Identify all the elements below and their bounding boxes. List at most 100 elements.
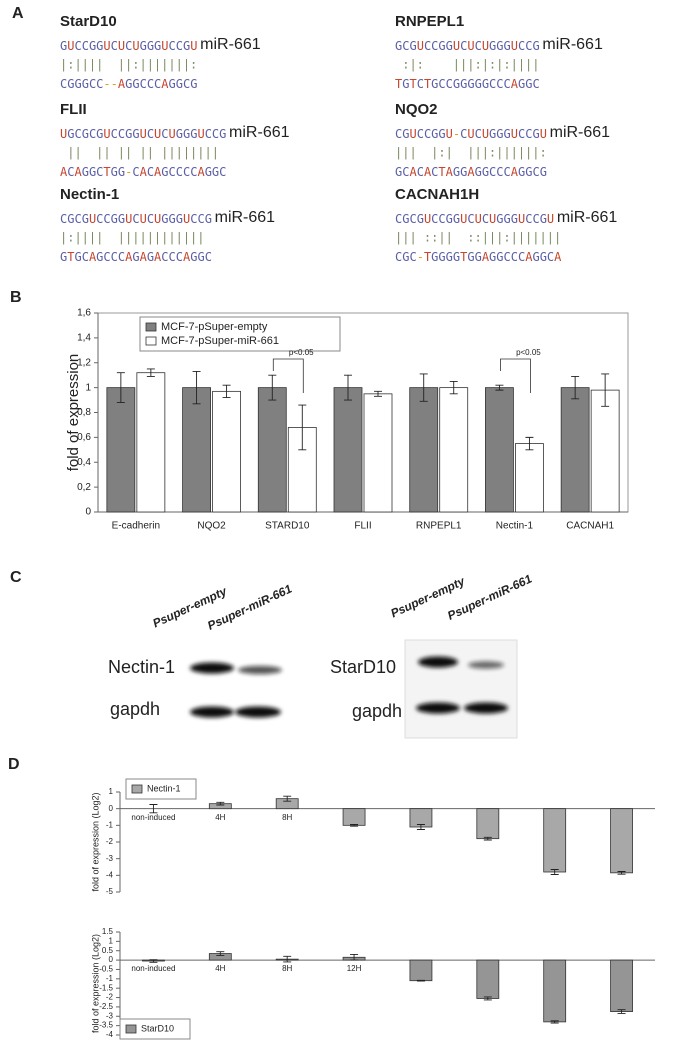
blot-band bbox=[418, 656, 458, 668]
pairing: |:|||| ||:|||||||: bbox=[60, 58, 197, 72]
nucleotide: A bbox=[197, 165, 205, 179]
nucleotide: C bbox=[103, 212, 110, 226]
nucleotide: A bbox=[118, 77, 126, 91]
nucleotide: T bbox=[395, 77, 402, 91]
bar bbox=[590, 389, 620, 513]
panel-label: B bbox=[10, 289, 22, 306]
significance-bracket bbox=[500, 358, 531, 393]
target-sequence: GCACACTAGGAGGCCCAGGCG bbox=[395, 165, 547, 179]
nucleotide: U bbox=[103, 39, 110, 53]
nucleotide: G bbox=[118, 165, 125, 179]
nucleotide: T bbox=[424, 250, 431, 264]
nucleotide: G bbox=[518, 165, 525, 179]
nucleotide: G bbox=[161, 165, 168, 179]
error-bar bbox=[617, 1009, 626, 1014]
nucleotide: G bbox=[82, 127, 89, 141]
gene-title: CACNAH1H bbox=[395, 186, 479, 203]
error-bar bbox=[116, 372, 125, 403]
error-bar bbox=[298, 404, 307, 451]
nucleotide: C bbox=[82, 250, 89, 264]
target-sequence: TGTCTGCCGGGGGCCCAGGC bbox=[395, 77, 540, 91]
y-tick-label: 0,8 bbox=[77, 407, 91, 418]
nucleotide: G bbox=[489, 39, 496, 53]
y-tick-label: 0,4 bbox=[77, 457, 91, 468]
y-tick-label: 0,6 bbox=[77, 432, 91, 443]
nucleotide: C bbox=[89, 77, 96, 91]
nucleotide: C bbox=[438, 212, 445, 226]
nucleotide: C bbox=[96, 212, 103, 226]
mirna-sequence: CGCGUCCGGUCUCUGGGUCCGU bbox=[395, 212, 554, 226]
nucleotide: G bbox=[60, 39, 67, 53]
row-label: gapdh bbox=[352, 701, 402, 721]
nucleotide: C bbox=[475, 39, 482, 53]
nucleotide: C bbox=[183, 77, 190, 91]
nucleotide: U bbox=[482, 39, 489, 53]
nucleotide: A bbox=[482, 250, 490, 264]
nucleotide: U bbox=[132, 39, 139, 53]
nucleotide: C bbox=[125, 39, 132, 53]
nucleotide: C bbox=[489, 165, 496, 179]
nucleotide: G bbox=[161, 212, 168, 226]
nucleotide: C bbox=[402, 165, 409, 179]
bar bbox=[136, 372, 166, 513]
mirna-sequence: CGCGUCCGGUCUCUGGGUCCG bbox=[60, 212, 212, 226]
nucleotide: C bbox=[547, 250, 554, 264]
nucleotide: G bbox=[504, 39, 511, 53]
nucleotide: C bbox=[103, 250, 110, 264]
nucleotide: G bbox=[176, 212, 183, 226]
mirna-name: miR-661 bbox=[557, 209, 618, 226]
nucleotide: A bbox=[154, 165, 162, 179]
nucleotide: G bbox=[453, 165, 460, 179]
error-bar bbox=[495, 384, 504, 391]
target-sequence: ACAGGCTGG-CACAGCCCCAGGC bbox=[60, 165, 226, 179]
nucleotide: C bbox=[395, 212, 402, 226]
error-bar bbox=[617, 871, 626, 875]
significance-bracket bbox=[272, 358, 304, 393]
nucleotide: G bbox=[438, 39, 445, 53]
target-sequence: CGGGCC--AGGCCCAGGCG bbox=[60, 77, 197, 91]
nucleotide: C bbox=[402, 39, 409, 53]
nucleotide: U bbox=[154, 212, 161, 226]
nucleotide: U bbox=[409, 127, 416, 141]
error-bar bbox=[146, 368, 155, 377]
nucleotide: G bbox=[169, 77, 176, 91]
legend-box bbox=[125, 778, 197, 800]
nucleotide: C bbox=[82, 39, 89, 53]
gene-title: Nectin-1 bbox=[60, 186, 119, 203]
x-tick-label: 4H bbox=[215, 964, 225, 973]
bar bbox=[333, 387, 363, 513]
nucleotide: T bbox=[424, 77, 431, 91]
nucleotide: - bbox=[103, 77, 110, 91]
mirna-sequence: UGCGCGUCCGGUCUCUGGGUCCG bbox=[60, 127, 226, 141]
y-tick-label: 1 bbox=[109, 936, 114, 945]
y-tick-label: 0.5 bbox=[102, 946, 114, 955]
error-bar bbox=[192, 371, 201, 405]
y-tick-label: 0 bbox=[85, 507, 91, 518]
nucleotide: G bbox=[482, 165, 489, 179]
error-bar bbox=[344, 374, 352, 401]
y-tick-label: -4 bbox=[106, 1030, 114, 1039]
nucleotide: C bbox=[409, 212, 416, 226]
bar bbox=[476, 959, 500, 999]
error-bar bbox=[571, 375, 580, 400]
nucleotide: A bbox=[554, 250, 562, 264]
nucleotide: C bbox=[161, 250, 168, 264]
nucleotide: U bbox=[460, 212, 467, 226]
bar bbox=[439, 387, 469, 513]
nucleotide: G bbox=[183, 127, 190, 141]
y-tick-label: -1.5 bbox=[99, 983, 113, 992]
x-tick-label: E-cadherin bbox=[112, 521, 160, 532]
nucleotide: U bbox=[140, 212, 147, 226]
nucleotide: - bbox=[453, 127, 460, 141]
nucleotide: C bbox=[460, 127, 467, 141]
bar bbox=[485, 387, 514, 513]
nucleotide: U bbox=[67, 39, 74, 53]
annotation: p<0.05 bbox=[289, 348, 314, 357]
nucleotide: G bbox=[518, 77, 525, 91]
nucleotide: U bbox=[118, 39, 125, 53]
nucleotide: G bbox=[67, 77, 74, 91]
nucleotide: C bbox=[111, 250, 118, 264]
nucleotide: G bbox=[205, 212, 212, 226]
nucleotide: T bbox=[438, 165, 445, 179]
nucleotide: G bbox=[190, 77, 197, 91]
